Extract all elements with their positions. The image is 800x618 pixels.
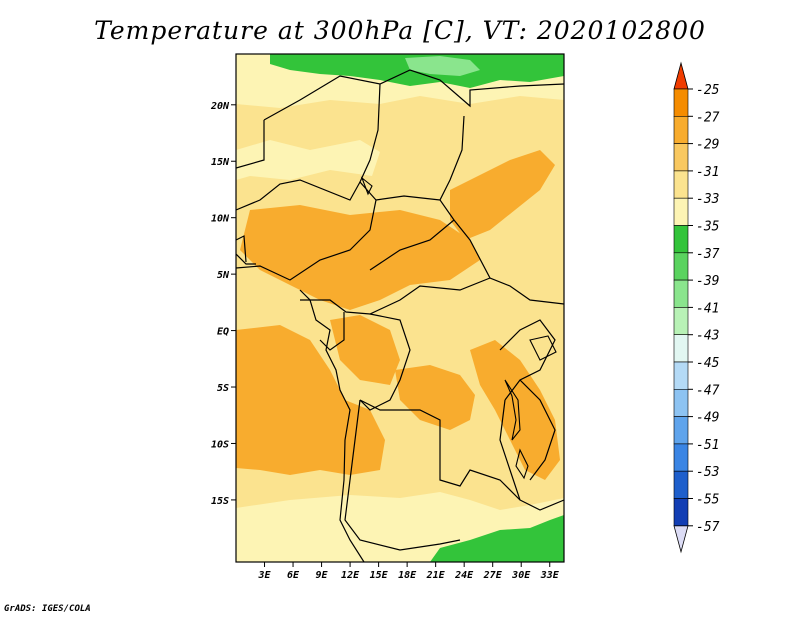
colorbar-swatch — [673, 498, 689, 527]
border-line — [344, 399, 461, 551]
border-line — [236, 253, 256, 265]
x-tick-label: 6E — [287, 570, 300, 581]
border-line — [519, 379, 556, 481]
x-tick-label: 15E — [370, 570, 389, 581]
border-line — [359, 399, 521, 501]
colorbar-label: -27 — [696, 110, 720, 125]
lake-outline — [360, 176, 373, 196]
colorbar-label: -45 — [696, 356, 720, 371]
field-base — [236, 54, 564, 562]
coastline — [299, 289, 365, 562]
lake-outline — [504, 379, 521, 441]
field-lightgreen-north — [405, 56, 480, 76]
temperature-field — [236, 54, 564, 562]
border-line — [300, 277, 491, 315]
colorbar-label: -31 — [696, 165, 719, 180]
colorbar-swatch — [673, 88, 689, 117]
x-tick-label: 27E — [483, 570, 503, 581]
map-frame — [235, 53, 565, 563]
field-warm-west — [236, 325, 385, 475]
x-axis-ticks: 3E 6E 9E 12E 15E 18E 21E 24E 27E 30E 33E — [257, 562, 560, 581]
colorbar-swatch — [673, 197, 689, 226]
field-warm-northeast — [450, 150, 555, 240]
country-borders — [236, 69, 564, 562]
colorbar-swatch — [673, 443, 689, 472]
border-line — [359, 313, 411, 411]
border-line — [375, 195, 441, 201]
colorbar-swatch — [673, 307, 689, 335]
software-credit: GrADS: IGES/COLA — [4, 604, 91, 614]
y-axis-ticks: 20N 15N 10N 5N EQ 5S 10S 15S — [210, 101, 236, 507]
colorbar-swatch — [673, 416, 689, 445]
x-tick-label: 12E — [341, 570, 360, 581]
y-tick-label: 15N — [211, 157, 230, 168]
colorbar-label: -51 — [696, 438, 719, 453]
border-line — [439, 115, 564, 305]
colorbar-label: -55 — [696, 493, 720, 508]
colorbar-label: -57 — [696, 520, 720, 535]
border-line — [236, 179, 361, 211]
colorbar-top-triangle — [673, 61, 689, 90]
colorbar-label: -37 — [696, 247, 720, 262]
colorbar-label: -41 — [696, 301, 719, 316]
colorbar-swatch — [673, 170, 689, 199]
y-tick-label: 5N — [217, 270, 230, 281]
colorbar-label: -29 — [696, 138, 719, 153]
colorbar-label: -43 — [696, 329, 719, 344]
field-warm-east — [470, 340, 560, 480]
field-green-south — [430, 515, 564, 562]
x-tick-label: 33E — [540, 570, 560, 581]
colorbar-label: -33 — [696, 192, 719, 207]
colorbar-swatch — [673, 470, 689, 499]
coastline — [236, 235, 247, 263]
colorbar-bottom-triangle — [673, 525, 689, 554]
y-tick-label: 20N — [210, 101, 230, 112]
lake-outline — [515, 448, 529, 480]
border-line — [236, 83, 381, 281]
colorbar-swatch — [673, 334, 689, 363]
colorbar-swatch — [673, 225, 689, 254]
colorbar: -25 -27 -29 -31 -33 -35 -37 -39 -41 -43 -45 -47 -49 -… — [673, 61, 720, 554]
colorbar-swatch — [673, 361, 689, 390]
x-tick-label: 30E — [511, 570, 531, 581]
border-line — [499, 399, 564, 511]
colorbar-swatch — [673, 388, 689, 417]
colorbar-swatch — [673, 279, 689, 308]
colorbar-label: -35 — [696, 220, 720, 235]
field-warm-central-2 — [330, 315, 400, 385]
colorbar-swatch — [673, 116, 689, 144]
field-warm-central — [240, 205, 480, 310]
colorbar-label: -25 — [696, 83, 720, 98]
colorbar-label: -49 — [696, 411, 719, 426]
lakes — [360, 176, 557, 480]
y-tick-label: 5S — [217, 383, 229, 394]
x-tick-label: 18E — [398, 570, 417, 581]
y-tick-label: EQ — [217, 327, 229, 338]
border-line — [369, 219, 455, 271]
y-tick-label: 15S — [211, 496, 229, 507]
x-tick-label: 21E — [426, 570, 446, 581]
field-warm-southcentral — [395, 365, 475, 430]
colorbar-swatch — [673, 143, 689, 172]
border-line — [263, 69, 564, 121]
colorbar-label: -53 — [696, 465, 719, 480]
colorbar-label: -47 — [696, 383, 720, 398]
colorbar-swatch — [673, 252, 689, 281]
x-tick-label: 3E — [257, 570, 271, 581]
border-line — [236, 120, 265, 169]
lake-outline — [529, 335, 557, 361]
x-tick-label: 24E — [454, 570, 474, 581]
map-title: Temperature at 300hPa [C], VT: 202010280… — [94, 16, 706, 45]
x-tick-label: 9E — [316, 570, 329, 581]
colorbar-label: -39 — [696, 274, 719, 289]
y-tick-label: 10N — [211, 214, 230, 225]
y-tick-label: 10S — [211, 439, 229, 450]
field-cool-north-2 — [236, 140, 380, 180]
border-line — [319, 312, 345, 351]
